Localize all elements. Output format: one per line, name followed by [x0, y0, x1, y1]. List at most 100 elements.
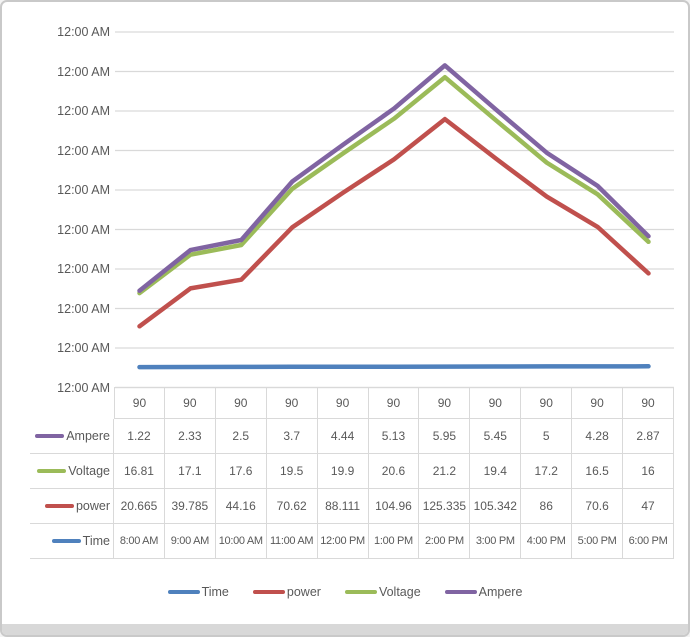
table-cell: 90	[317, 387, 369, 419]
y-axis-tick-label: 12:00 AM	[57, 143, 110, 158]
table-cell: 11:00 AM	[266, 524, 318, 559]
y-axis-tick-label: 12:00 AM	[57, 341, 110, 355]
legend-item-ampere[interactable]: Ampere	[444, 585, 523, 599]
table-cell: 16.81	[114, 454, 165, 489]
table-cell: 90	[368, 387, 420, 419]
table-cell: 70.62	[266, 489, 318, 524]
table-cell: 2.5	[215, 419, 267, 454]
table-cell: 4.28	[572, 419, 624, 454]
table-cell: 4:00 PM	[521, 524, 573, 559]
table-cell: 8:00 AM	[114, 524, 165, 559]
table-cell: 70.6	[572, 489, 624, 524]
table-cell: 2.87	[623, 419, 674, 454]
table-cell: 5	[521, 419, 573, 454]
table-cell: 6:00 PM	[623, 524, 674, 559]
table-cell: 1.22	[114, 419, 165, 454]
y-axis-tick-label: 12:00 AM	[57, 262, 110, 276]
legend-key-line-ampere	[35, 434, 65, 438]
row-label-text: Time	[82, 534, 110, 548]
row-label-text: power	[75, 499, 110, 513]
legend-key-line-time	[51, 539, 81, 543]
table-cell: 2.33	[164, 419, 216, 454]
legend-item-label: Ampere	[478, 585, 523, 599]
row-label-voltage: Voltage	[30, 454, 114, 489]
table-row-power: power 20.665 39.785 44.16 70.62 88.111 104.96 1…	[30, 489, 674, 524]
table-cell: 10:00 AM	[215, 524, 267, 559]
y-axis-tick-label: 12:00 AM	[57, 183, 110, 197]
legend-line-icon	[252, 589, 285, 595]
table-cell: 86	[521, 489, 573, 524]
table-cell: 1:00 PM	[368, 524, 420, 559]
table-cell: 90	[623, 387, 674, 419]
bottom-bar	[2, 624, 688, 635]
table-cell: 5.95	[419, 419, 471, 454]
table-cell: 104.96	[368, 489, 420, 524]
table-cell: 19.5	[266, 454, 318, 489]
table-row-ampere: Ampere 1.22 2.33 2.5 3.7 4.44 5.13 5.95 5.45 5 4.2…	[30, 419, 674, 454]
table-cell: 5:00 PM	[572, 524, 624, 559]
series-line-time[interactable]	[137, 364, 651, 370]
y-axis-tick-label: 12:00 AM	[57, 222, 110, 237]
row-label-power: power	[30, 489, 114, 524]
table-cell: 44.16	[215, 489, 267, 524]
y-axis-tick-label: 12:00 AM	[57, 64, 110, 79]
table-cell: 16.5	[572, 454, 624, 489]
legend-line-icon	[167, 589, 200, 595]
table-cell: 90	[521, 387, 573, 419]
table-cell: 3.7	[266, 419, 318, 454]
table-cell: 90	[215, 387, 267, 419]
y-axis-tick-label: 12:00 AM	[57, 104, 110, 118]
row-label-ampere: Ampere	[30, 419, 114, 454]
table-row-voltage: Voltage 16.81 17.1 17.6 19.5 19.9 20.6 21.2 19.4…	[30, 454, 674, 489]
table-cell: 19.9	[317, 454, 369, 489]
table-cell: 17.6	[215, 454, 267, 489]
table-cell: 105.342	[470, 489, 522, 524]
table-cell: 125.335	[419, 489, 471, 524]
series-line-ampere[interactable]	[137, 63, 651, 293]
table-cell: 47	[623, 489, 674, 524]
legend-line-icon	[344, 589, 377, 595]
table-cell: 3:00 PM	[470, 524, 522, 559]
table-cell: 2:00 PM	[419, 524, 471, 559]
table-cell: 90	[266, 387, 318, 419]
row-label-text: Voltage	[68, 464, 110, 478]
legend-item-label: Time	[201, 585, 229, 599]
chart-data-table[interactable]: 90 90 90 90 90 90 90 90 90 90 90 Ampere 1.22 2.33 2.5 3…	[30, 387, 674, 559]
legend-item-label: power	[286, 585, 321, 599]
legend-item-label: Voltage	[378, 585, 421, 599]
table-cell: 90	[572, 387, 624, 419]
table-cell: 17.1	[164, 454, 216, 489]
y-axis-tick-label: 12:00 AM	[57, 301, 110, 316]
table-cell: 90	[470, 387, 522, 419]
table-cell: 16	[623, 454, 674, 489]
series-line-power[interactable]	[137, 116, 651, 329]
table-corner-spacer	[30, 387, 114, 419]
chart-legend: Time power Voltage Ampere	[2, 585, 688, 599]
table-cell: 90	[419, 387, 471, 419]
table-cell: 90	[114, 387, 165, 419]
table-cell: 17.2	[521, 454, 573, 489]
legend-item-voltage[interactable]: Voltage	[344, 585, 421, 599]
table-cell: 20.6	[368, 454, 420, 489]
legend-key-line-voltage	[37, 469, 67, 473]
table-cell: 21.2	[419, 454, 471, 489]
y-axis-tick-label: 12:00 AM	[57, 380, 110, 395]
table-cell: 39.785	[164, 489, 216, 524]
table-cell: 5.45	[470, 419, 522, 454]
table-cell: 20.665	[114, 489, 165, 524]
table-cell: 19.4	[470, 454, 522, 489]
legend-item-time[interactable]: Time	[167, 585, 229, 599]
table-cell: 9:00 AM	[164, 524, 216, 559]
table-row-constant: 90 90 90 90 90 90 90 90 90 90 90	[30, 387, 674, 419]
y-axis-tick-label: 12:00 AM	[57, 25, 110, 39]
table-cell: 4.44	[317, 419, 369, 454]
table-cell: 90	[164, 387, 216, 419]
legend-line-icon	[444, 589, 477, 595]
table-cell: 12:00 PM	[317, 524, 369, 559]
row-label-time: Time	[30, 524, 114, 559]
table-row-time: Time 8:00 AM 9:00 AM 10:00 AM 11:00 AM 12:00 …	[30, 524, 674, 559]
series-line-voltage[interactable]	[137, 74, 651, 296]
legend-item-power[interactable]: power	[252, 585, 321, 599]
